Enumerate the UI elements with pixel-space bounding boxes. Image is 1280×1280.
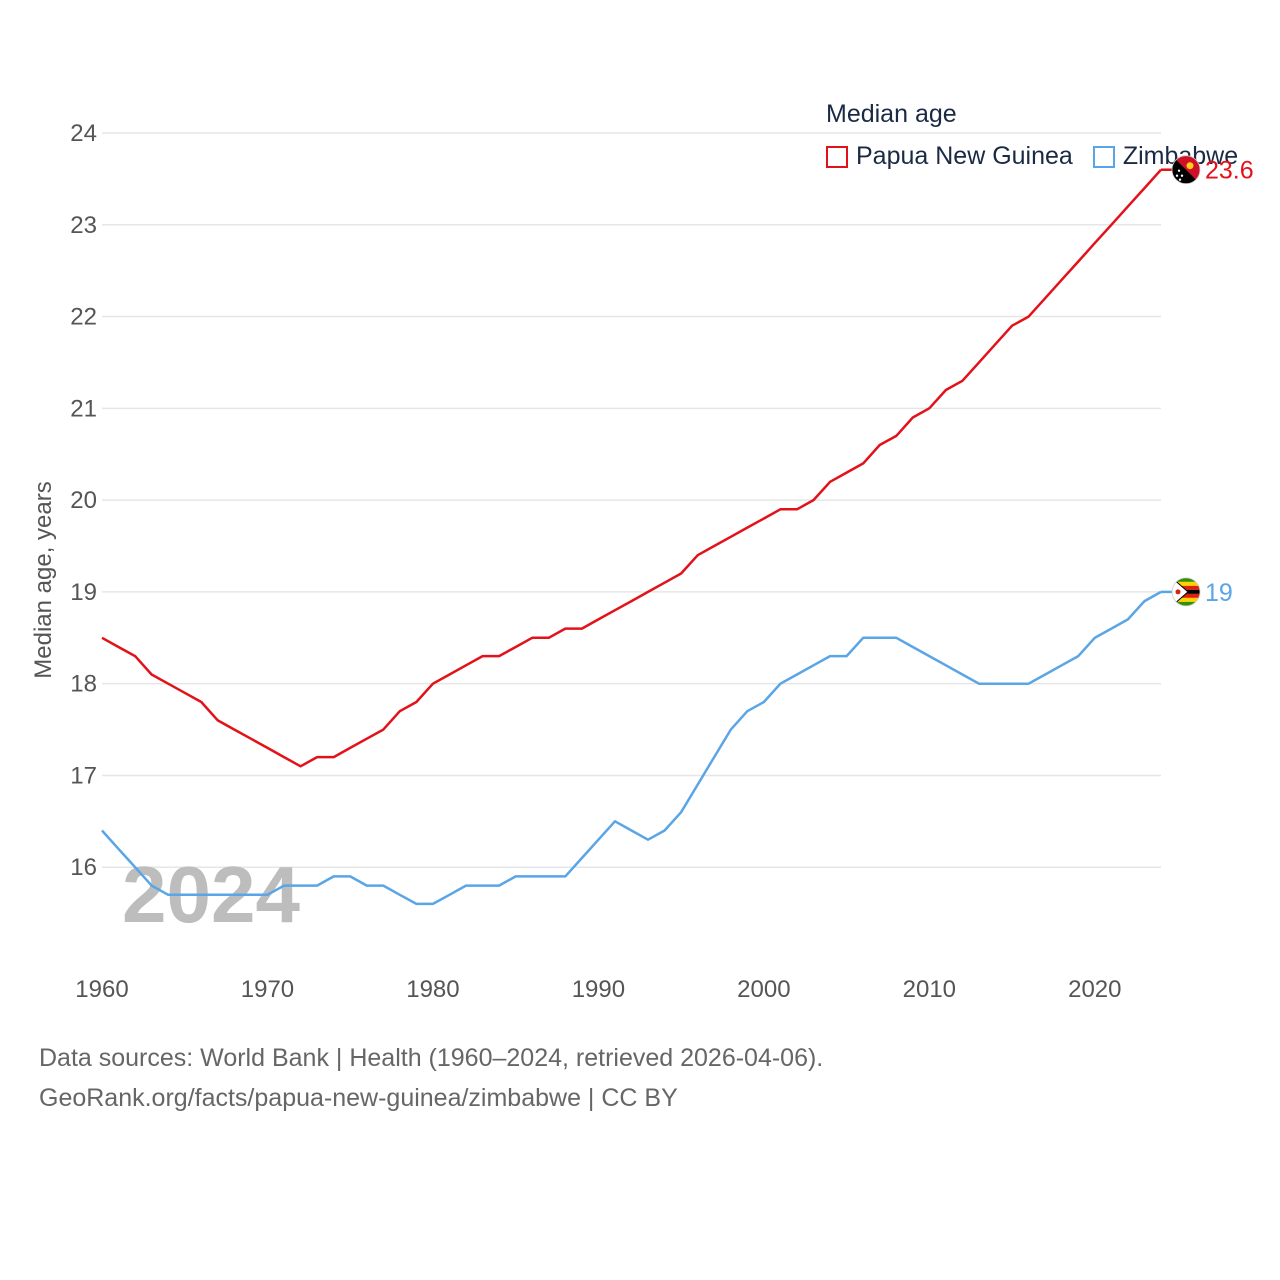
y-tick-label-22: 22	[70, 304, 97, 331]
x-tick-label-1970: 1970	[241, 976, 294, 1003]
legend-swatch-papua-new-guinea	[826, 145, 848, 168]
y-tick-label-19: 19	[70, 579, 97, 606]
zimbabwe-flag-icon	[1171, 577, 1201, 607]
series-line-papua-new-guinea[interactable]	[101, 168, 1162, 768]
end-label-papua-new-guinea: 23.6	[1205, 157, 1254, 185]
x-tick-label-2000: 2000	[737, 976, 790, 1003]
y-axis-ticks: 16 17 18 19 20 21 22 23 24	[70, 120, 97, 881]
y-tick-label-16: 16	[70, 854, 97, 881]
footer-sources: Data sources: World Bank | Health (1960–…	[39, 1044, 824, 1072]
x-tick-label-1990: 1990	[572, 976, 625, 1003]
legend-item-papua-new-guinea[interactable]: Papua New Guinea	[826, 142, 1073, 171]
series-line-zimbabwe[interactable]	[101, 590, 1162, 906]
end-markers: 23.6 19	[1161, 155, 1254, 607]
series-lines	[101, 168, 1162, 906]
x-tick-label-1960: 1960	[75, 976, 128, 1003]
y-axis-title: Median age, years	[30, 481, 57, 678]
end-label-zimbabwe: 19	[1205, 579, 1233, 607]
y-tick-label-24: 24	[70, 120, 97, 147]
footer-attribution: GeoRank.org/facts/papua-new-guinea/zimba…	[39, 1084, 678, 1112]
y-tick-label-18: 18	[70, 671, 97, 698]
y-tick-label-23: 23	[70, 212, 97, 239]
papua-new-guinea-flag-icon	[1171, 155, 1201, 185]
line-chart: 16 17 18 19 20 21 22 23 24 1960 1970 1980 1990 2000 2…	[30, 120, 1254, 1003]
x-tick-label-1980: 1980	[406, 976, 459, 1003]
gridlines	[102, 132, 1161, 868]
y-tick-label-21: 21	[70, 395, 97, 422]
legend-title: Median age	[826, 100, 957, 128]
y-tick-label-20: 20	[70, 487, 97, 514]
y-tick-label-17: 17	[70, 762, 97, 789]
x-tick-label-2010: 2010	[903, 976, 956, 1003]
legend-swatch-zimbabwe	[1092, 145, 1115, 168]
x-axis-ticks: 1960 1970 1980 1990 2000 2010 2020	[75, 976, 1121, 1003]
legend-label-papua-new-guinea: Papua New Guinea	[856, 142, 1073, 170]
x-tick-label-2020: 2020	[1068, 976, 1121, 1003]
